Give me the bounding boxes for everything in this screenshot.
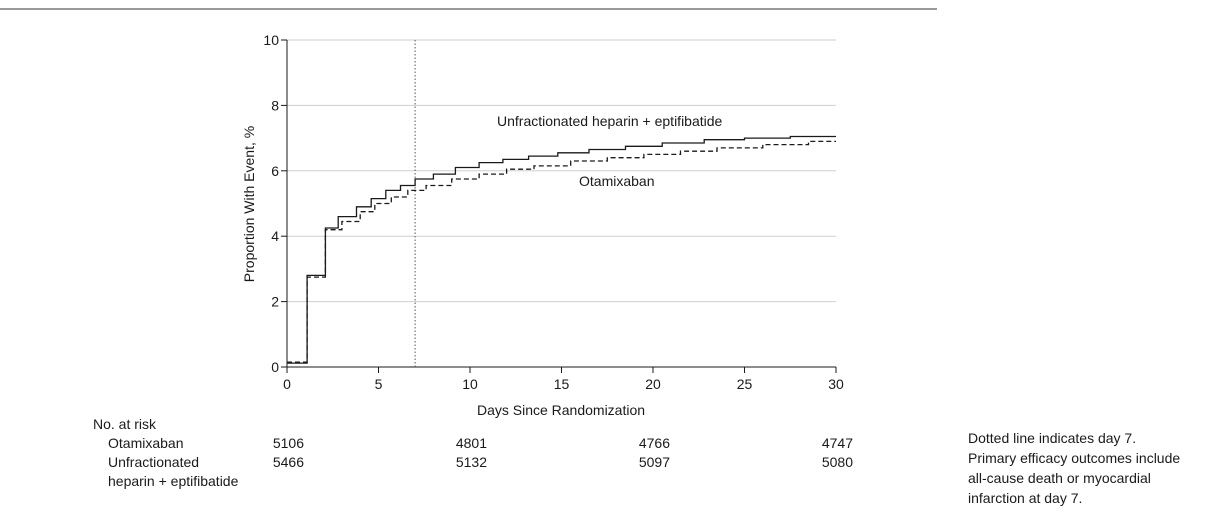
otamixaban-curve [287, 140, 836, 363]
risk-count: 4766 [639, 435, 670, 451]
y-axis-title: Proportion With Event, % [241, 126, 257, 282]
caption-line: all-cause death or myocardial [968, 470, 1151, 486]
x-tick-label: 10 [462, 376, 478, 392]
x-tick-label: 30 [828, 376, 844, 392]
y-tick-label: 8 [271, 97, 279, 113]
risk-table-title: No. at risk [93, 416, 157, 432]
y-tick-label: 0 [271, 359, 279, 375]
x-tick-label: 15 [554, 376, 570, 392]
caption-line: Dotted line indicates day 7. [968, 430, 1137, 446]
x-tick-label: 0 [283, 376, 291, 392]
y-tick-label: 10 [263, 32, 279, 48]
x-tick-label: 25 [737, 376, 753, 392]
y-tick-label: 4 [271, 228, 279, 244]
x-tick-label: 20 [645, 376, 661, 392]
series [287, 40, 836, 367]
y-tick-label: 6 [271, 163, 279, 179]
risk-count: 5097 [639, 454, 670, 470]
risk-count: 4801 [456, 435, 487, 451]
series-label-heparin: Unfractionated heparin + eptifibatide [497, 113, 723, 129]
figure-caption: Dotted line indicates day 7. Primary eff… [968, 428, 1230, 508]
labels: Days Since Randomization Proportion With… [241, 113, 723, 418]
caption-line: Primary efficacy outcomes include [968, 450, 1181, 466]
risk-count: 5132 [456, 454, 487, 470]
x-tick-label: 5 [375, 376, 383, 392]
gridlines [287, 39, 836, 303]
risk-count: 5106 [273, 435, 304, 451]
series-label-otamixaban: Otamixaban [579, 173, 654, 189]
caption-line: infarction at day 7. [968, 490, 1083, 506]
y-tick-label: 2 [271, 294, 279, 310]
risk-row-label-heparin-line2: heparin + eptifibatide [108, 473, 239, 489]
risk-count: 5080 [822, 454, 853, 470]
axes: 0 2 4 6 8 10 0 5 10 15 20 25 30 [263, 32, 844, 392]
risk-row-label-heparin-line1: Unfractionated [108, 454, 199, 470]
risk-count: 4747 [822, 435, 853, 451]
heparin-eptifibatide-curve [287, 135, 836, 364]
x-axis-title: Days Since Randomization [477, 402, 645, 418]
risk-row-label-otamixaban: Otamixaban [108, 435, 183, 451]
risk-table: No. at risk Otamixaban Unfractionated he… [93, 416, 853, 489]
risk-count: 5466 [273, 454, 304, 470]
